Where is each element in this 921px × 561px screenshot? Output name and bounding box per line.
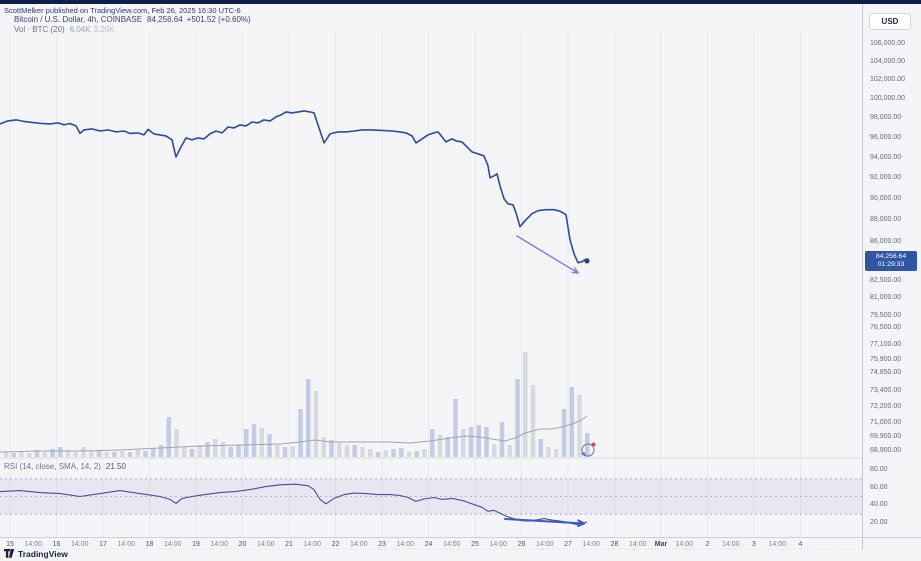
top-strip bbox=[0, 0, 921, 4]
price-tick: 98,000.00 bbox=[870, 114, 902, 122]
day-gridlines bbox=[9, 30, 801, 537]
date-tick: 25 bbox=[471, 541, 479, 548]
price-tick: 86,000.00 bbox=[870, 237, 902, 245]
price-tick: 104,000.00 bbox=[870, 57, 906, 65]
price-tick: 69,900.00 bbox=[870, 433, 902, 441]
date-tick: 24 bbox=[424, 541, 433, 548]
currency-toggle-button[interactable]: USD bbox=[869, 13, 911, 30]
last-price-label: 84,256.64 01:29:33 bbox=[865, 250, 917, 271]
footer: TradingView bbox=[4, 549, 68, 559]
rsi-legend[interactable]: RSI (14, close, SMA, 14, 2) 21.50 bbox=[4, 462, 126, 471]
time-tick: 14:00 bbox=[721, 541, 740, 548]
price-trend-arrow bbox=[516, 235, 579, 274]
volume-ma-value: 6.04K bbox=[69, 25, 91, 34]
time-tick: 14:00 bbox=[24, 541, 43, 548]
attribution-text: ScottMelker published on TradingView.com… bbox=[4, 6, 241, 15]
time-tick: 14:00 bbox=[210, 541, 229, 548]
price-tick: 100,000.00 bbox=[870, 95, 906, 103]
time-axis-separator bbox=[0, 537, 921, 538]
time-tick: 14:00 bbox=[163, 541, 182, 548]
price-tick: 68,900.00 bbox=[870, 447, 902, 454]
rsi-tick: 20.00 bbox=[870, 519, 888, 526]
time-tick: 14:00 bbox=[117, 541, 136, 548]
price-tick: 79,500.00 bbox=[870, 311, 902, 319]
price-tick: 71,000.00 bbox=[870, 418, 902, 426]
time-tick: 14:00 bbox=[675, 541, 694, 548]
price-tick: 106,000.00 bbox=[870, 40, 906, 47]
date-tick: 21 bbox=[285, 541, 293, 548]
price-tick: 78,500.00 bbox=[870, 323, 902, 331]
time-tick: 14:00 bbox=[489, 541, 508, 548]
date-tick: 23 bbox=[378, 541, 386, 548]
last-price-value: 84,256.64 bbox=[147, 15, 183, 24]
date-tick: 28 bbox=[610, 541, 619, 548]
price-tick: 81,000.00 bbox=[870, 294, 902, 302]
rsi-band bbox=[0, 478, 862, 515]
date-tick: 26 bbox=[517, 541, 526, 548]
date-tick: 2 bbox=[705, 541, 710, 548]
rsi-trend-arrow bbox=[504, 518, 585, 527]
price-tick: 94,000.00 bbox=[870, 153, 902, 161]
rsi-tick: 80.00 bbox=[870, 466, 888, 473]
rsi-value: 21.50 bbox=[105, 462, 126, 471]
price-tick: 96,000.00 bbox=[870, 133, 902, 141]
rsi-tick: 60.00 bbox=[870, 483, 888, 491]
price-tick: 73,400.00 bbox=[870, 387, 902, 395]
rsi-tick: 40.00 bbox=[870, 501, 888, 509]
price-tick: 88,000.00 bbox=[870, 215, 902, 223]
price-change: +501.52 (+0.60%) bbox=[186, 15, 251, 24]
volume-bars bbox=[3, 352, 590, 457]
date-tick: 27 bbox=[564, 541, 572, 548]
time-axis[interactable]: 15 14:00 16 14:00 17 14:00 18 14:00 19 14:00 20 14:… bbox=[0, 538, 862, 551]
time-tick: 14:00 bbox=[442, 541, 461, 548]
price-tick: 92,000.00 bbox=[870, 173, 902, 181]
chart-canvas[interactable] bbox=[0, 0, 862, 561]
time-tick: 14:00 bbox=[349, 541, 368, 548]
symbol-title: Bitcoin / U.S. Dollar, 4h, COINBASE bbox=[14, 15, 143, 24]
volume-legend[interactable]: Vol · BTC (20) 6.04K 3.26K bbox=[14, 25, 115, 34]
volume-label: Vol · BTC (20) bbox=[14, 25, 65, 34]
price-tick: 82,500.00 bbox=[870, 276, 902, 284]
date-tick: 22 bbox=[331, 541, 340, 548]
last-price-dot bbox=[584, 258, 590, 264]
date-tick: 18 bbox=[145, 541, 154, 548]
cyclone-sticker-icon bbox=[581, 442, 596, 457]
time-tick: 14:00 bbox=[628, 541, 647, 548]
date-tick: Mar bbox=[654, 541, 668, 548]
price-line bbox=[0, 110, 588, 264]
tradingview-logo[interactable] bbox=[4, 549, 15, 559]
price-tick: 90,000.00 bbox=[870, 194, 902, 202]
candle-countdown: 01:29:33 bbox=[877, 260, 905, 268]
price-tick: 102,000.00 bbox=[870, 76, 906, 84]
price-tick: 77,100.00 bbox=[870, 340, 902, 348]
time-tick: 14:00 bbox=[768, 541, 787, 548]
time-tick: 14:00 bbox=[582, 541, 601, 548]
volume-current-value: 3.26K bbox=[93, 25, 115, 34]
date-tick: 16 bbox=[52, 541, 61, 548]
date-tick: 20 bbox=[238, 541, 247, 548]
date-tick: 3 bbox=[752, 541, 756, 548]
time-tick: 14:00 bbox=[303, 541, 322, 548]
time-tick: 14:00 bbox=[70, 541, 89, 548]
last-price-label-value: 84,256.64 bbox=[875, 252, 907, 260]
date-tick: 17 bbox=[99, 541, 107, 548]
date-tick: 15 bbox=[6, 541, 14, 548]
volume-ma-line bbox=[0, 415, 588, 453]
brand-name[interactable]: TradingView bbox=[18, 549, 68, 559]
time-tick: 14:00 bbox=[256, 541, 275, 548]
time-tick: 14:00 bbox=[396, 541, 415, 548]
time-tick: 14:00 bbox=[535, 541, 554, 548]
price-tick: 74,850.00 bbox=[870, 368, 902, 376]
date-tick: 19 bbox=[192, 541, 200, 548]
price-axis[interactable]: USD 106,000.00 104,000.00 102,000.00 100,00… bbox=[862, 4, 921, 549]
symbol-legend[interactable]: Bitcoin / U.S. Dollar, 4h, COINBASE 84,25… bbox=[14, 15, 251, 24]
price-tick: 72,200.00 bbox=[870, 402, 902, 410]
date-tick: 4 bbox=[798, 541, 803, 548]
rsi-label: RSI (14, close, SMA, 14, 2) bbox=[4, 462, 101, 471]
price-tick: 75,900.00 bbox=[870, 355, 902, 363]
